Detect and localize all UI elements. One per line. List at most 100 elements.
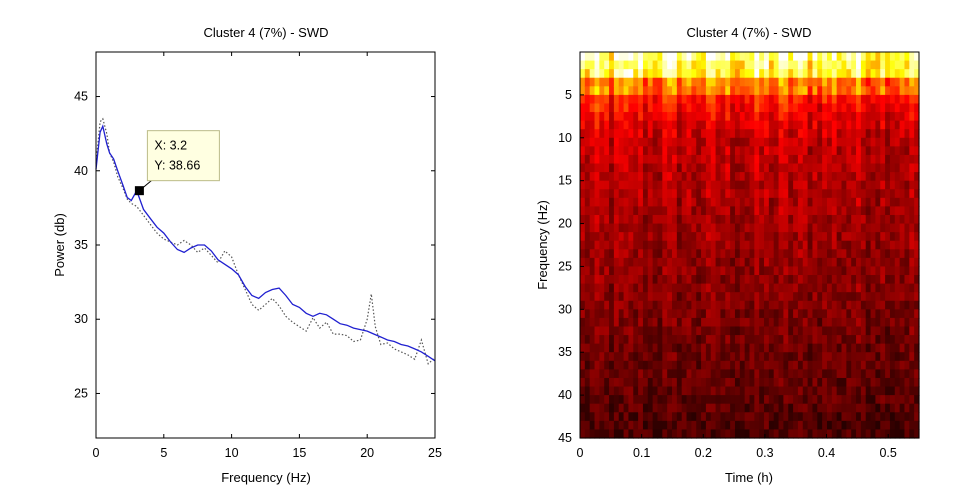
spectrogram-cell bbox=[841, 386, 847, 396]
spectrogram-cell bbox=[686, 180, 692, 190]
spectrogram-cell bbox=[846, 77, 852, 87]
spectrogram-cell bbox=[609, 232, 615, 242]
spectrogram-cell bbox=[899, 180, 906, 190]
spectrogram-cell bbox=[865, 232, 872, 242]
spectrogram-cell bbox=[628, 137, 634, 147]
spectrogram-cell bbox=[584, 240, 591, 250]
spectrogram-cell bbox=[914, 214, 920, 225]
spectrogram-cell bbox=[899, 223, 906, 233]
spectrogram-cell bbox=[764, 249, 770, 259]
spectrogram-cell bbox=[851, 189, 857, 199]
spectrogram-cell bbox=[720, 172, 726, 182]
spectrogram-cell bbox=[696, 69, 702, 79]
spectrogram-cell bbox=[618, 137, 625, 147]
spectrogram-cell bbox=[720, 377, 726, 388]
spectrogram-cell bbox=[754, 403, 760, 413]
spectrogram-cell bbox=[773, 283, 780, 293]
spectrogram-cell bbox=[831, 386, 838, 396]
spectrogram-cell bbox=[599, 86, 605, 96]
spectrogram-cell bbox=[613, 335, 620, 345]
data-tip[interactable]: X: 3.2 Y: 38.66 bbox=[134, 130, 220, 196]
spectrogram-cell bbox=[657, 429, 663, 439]
spectrogram-cell bbox=[807, 189, 814, 199]
spectrogram-cell bbox=[860, 163, 867, 173]
spectrogram-cell bbox=[744, 369, 751, 379]
spectrogram-cell bbox=[754, 343, 760, 353]
spectrogram-cell bbox=[754, 206, 760, 216]
spectrogram-cell bbox=[662, 377, 668, 388]
spectrogram-cell bbox=[715, 343, 722, 353]
spectrogram-cell bbox=[642, 360, 649, 370]
spectrogram-cell bbox=[672, 120, 678, 130]
spectrogram-cell bbox=[667, 283, 673, 293]
spectrogram-cell bbox=[720, 335, 726, 345]
spectrogram-cell bbox=[676, 77, 683, 87]
spectrogram-cell bbox=[826, 352, 833, 362]
spectrogram-cell bbox=[584, 343, 591, 353]
spectrogram-cell bbox=[604, 137, 610, 147]
spectrogram-cell bbox=[836, 60, 843, 70]
spectrogram-cell bbox=[817, 240, 823, 250]
spectrogram-cell bbox=[676, 360, 683, 370]
spectrogram-cell bbox=[759, 300, 765, 310]
spectrogram-cell bbox=[768, 77, 775, 87]
spectrogram-cell bbox=[628, 335, 634, 345]
data-tip-marker[interactable] bbox=[134, 186, 144, 196]
spectrogram-cell bbox=[715, 137, 722, 147]
spectrogram-cell bbox=[870, 335, 877, 345]
spectrogram-cell bbox=[899, 77, 906, 87]
spectrogram-cell bbox=[846, 112, 852, 122]
spectrogram-cell bbox=[652, 403, 659, 413]
spectrogram-cell bbox=[613, 343, 620, 353]
spectrogram-cell bbox=[851, 420, 857, 431]
spectrogram-cell bbox=[831, 292, 838, 302]
spectrogram-cell bbox=[633, 206, 639, 216]
spectrogram-cell bbox=[889, 232, 896, 242]
spectrogram-cell bbox=[797, 77, 804, 87]
spectrogram-cell bbox=[628, 223, 634, 233]
spectrogram-cell bbox=[652, 420, 659, 431]
spectrogram-cell bbox=[836, 180, 843, 190]
spectrogram-cell bbox=[831, 395, 838, 405]
spectrogram-cell bbox=[667, 377, 673, 388]
spectrogram-cell bbox=[642, 317, 649, 328]
spectrogram-cell bbox=[754, 317, 760, 328]
spectrogram-cell bbox=[856, 129, 862, 139]
spectrogram-cell bbox=[604, 240, 610, 250]
spectrogram-cell bbox=[613, 360, 620, 370]
spectrogram-cell bbox=[846, 275, 852, 285]
spectrogram-cell bbox=[812, 257, 818, 268]
spectrogram-cell bbox=[720, 300, 726, 310]
spectrogram-cell bbox=[638, 60, 644, 70]
spectrogram-cell bbox=[594, 352, 600, 362]
spectrogram-cell bbox=[613, 352, 620, 362]
spectrogram-cell bbox=[875, 154, 881, 165]
spectrogram-cell bbox=[831, 232, 838, 242]
spectrogram-cell bbox=[633, 240, 639, 250]
spectrogram-cell bbox=[739, 335, 746, 345]
spectrogram-cell bbox=[822, 223, 828, 233]
spectrogram-cell bbox=[846, 386, 852, 396]
spectrogram-cell bbox=[749, 352, 755, 362]
spectrogram-cell bbox=[739, 317, 746, 328]
spectrogram-cell bbox=[885, 77, 891, 87]
spectrogram-cell bbox=[817, 86, 823, 96]
spectrogram-cell bbox=[875, 266, 881, 276]
spectrogram-cell bbox=[672, 257, 678, 268]
spectrogram-cell bbox=[628, 283, 634, 293]
spectrogram-cell bbox=[599, 189, 605, 199]
spectrogram-cell bbox=[642, 403, 649, 413]
spectrogram-cell bbox=[744, 206, 751, 216]
spectrogram-cell bbox=[618, 163, 625, 173]
spectrogram-cell bbox=[851, 257, 857, 268]
spectrogram-cell bbox=[744, 309, 751, 319]
spectrogram-cell bbox=[672, 395, 678, 405]
spectrogram-cell bbox=[817, 163, 823, 173]
spectrogram-cell bbox=[628, 317, 634, 328]
spectrogram-cell bbox=[715, 249, 722, 259]
spectrogram-cell bbox=[618, 292, 625, 302]
spectrogram-cell bbox=[899, 335, 906, 345]
spectrogram-cell bbox=[686, 335, 692, 345]
spectrogram-cell bbox=[589, 292, 596, 302]
spectrogram-cell bbox=[822, 266, 828, 276]
